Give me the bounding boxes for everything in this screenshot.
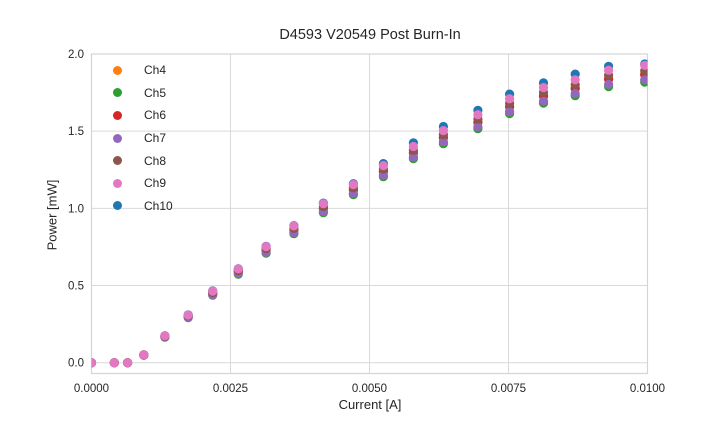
legend-item-label: Ch5: [144, 85, 167, 100]
legend-marker-icon: [113, 88, 122, 98]
data-point-ch9: [318, 199, 328, 209]
y-tick-label: 0.0: [68, 358, 84, 370]
data-point-ch7: [473, 122, 483, 132]
data-point-ch9: [160, 331, 170, 341]
data-point-ch9: [473, 110, 483, 120]
data-point-ch9: [505, 94, 515, 104]
chart-title: D4593 V20549 Post Burn-In: [279, 27, 461, 43]
legend-item-ch9: Ch9: [105, 172, 173, 195]
data-point-ch7: [604, 79, 614, 89]
data-points-layer: [91, 59, 648, 368]
legend-item-label: Ch4: [144, 63, 167, 78]
legend-marker-icon: [113, 133, 122, 143]
legend-marker-icon: [113, 65, 122, 75]
data-point-ch9: [139, 350, 149, 360]
plot-border: [90, 53, 649, 375]
x-tick-label: 0.0050: [352, 383, 387, 395]
data-point-ch7: [640, 75, 648, 85]
x-tick-label: 0.0075: [491, 383, 526, 395]
data-point-ch9: [91, 358, 97, 368]
x-tick-label: 0.0100: [630, 383, 665, 395]
legend-item-label: Ch8: [144, 153, 167, 168]
data-point-ch9: [261, 242, 271, 252]
data-point-ch9: [109, 358, 119, 368]
x-tick-label: 0.0000: [74, 383, 109, 395]
legend-marker-icon: [113, 110, 122, 120]
data-point-ch9: [378, 161, 388, 171]
data-point-ch9: [208, 286, 218, 296]
x-tick-label: 0.0025: [213, 383, 248, 395]
data-point-ch7: [570, 88, 580, 99]
data-point-ch9: [570, 75, 580, 85]
data-point-ch7: [408, 152, 418, 162]
data-point-ch9: [640, 60, 648, 70]
legend-item-ch5: Ch5: [105, 82, 173, 105]
data-point-ch9: [538, 83, 549, 93]
data-point-ch9: [408, 141, 418, 152]
data-point-ch7: [438, 137, 448, 147]
legend-item-ch10: Ch10: [105, 195, 173, 218]
y-tick-label: 1.0: [68, 203, 84, 215]
data-point-ch9: [123, 358, 133, 368]
y-axis-label: Power [mW]: [44, 179, 60, 251]
data-point-ch9: [604, 65, 614, 75]
data-point-ch9: [233, 264, 243, 274]
legend-item-label: Ch9: [144, 176, 167, 191]
legend-item-ch8: Ch8: [105, 149, 173, 172]
legend-item-label: Ch6: [144, 108, 167, 123]
legend-item-label: Ch7: [144, 131, 167, 146]
data-point-ch7: [538, 96, 549, 106]
data-point-ch9: [348, 180, 358, 190]
data-point-ch9: [289, 221, 299, 231]
x-axis-label: Current [A]: [338, 397, 402, 412]
legend-item-label: Ch10: [144, 198, 173, 213]
data-point-ch7: [505, 107, 515, 117]
series-ch9-points: [91, 60, 648, 368]
legend-marker-icon: [113, 178, 122, 188]
y-tick-label: 0.5: [68, 281, 84, 293]
y-tick-label: 2.0: [68, 49, 84, 61]
legend-marker-icon: [113, 156, 122, 166]
y-tick-label: 1.5: [68, 126, 84, 138]
legend-item-ch6: Ch6: [105, 104, 173, 127]
legend-marker-icon: [113, 201, 122, 211]
data-point-ch9: [183, 310, 193, 320]
data-point-ch9: [438, 126, 448, 136]
legend: Ch4 Ch5 Ch6 Ch7 Ch8 Ch9 Ch10: [105, 59, 173, 217]
legend-item-ch7: Ch7: [105, 127, 173, 150]
legend-item-ch4: Ch4: [105, 59, 173, 82]
